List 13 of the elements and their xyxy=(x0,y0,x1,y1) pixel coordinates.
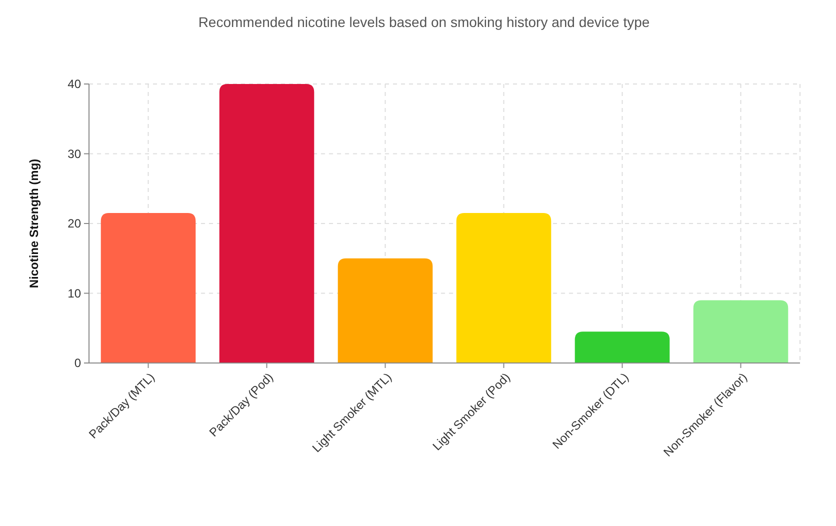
bar xyxy=(219,84,314,363)
y-tick-label: 20 xyxy=(68,216,82,231)
y-axis-title: Nicotine Strength (mg) xyxy=(27,158,41,288)
y-tick-label: 40 xyxy=(68,77,82,92)
y-tick-label: 30 xyxy=(68,146,82,161)
bar xyxy=(693,300,788,363)
bar xyxy=(574,332,670,363)
chart-title: Recommended nicotine levels based on smoking history and device type xyxy=(198,14,650,30)
y-tick-label: 10 xyxy=(68,286,82,300)
y-tick-label: 0 xyxy=(74,356,82,370)
bar xyxy=(100,213,196,363)
bar xyxy=(338,258,433,363)
bar xyxy=(456,213,552,363)
